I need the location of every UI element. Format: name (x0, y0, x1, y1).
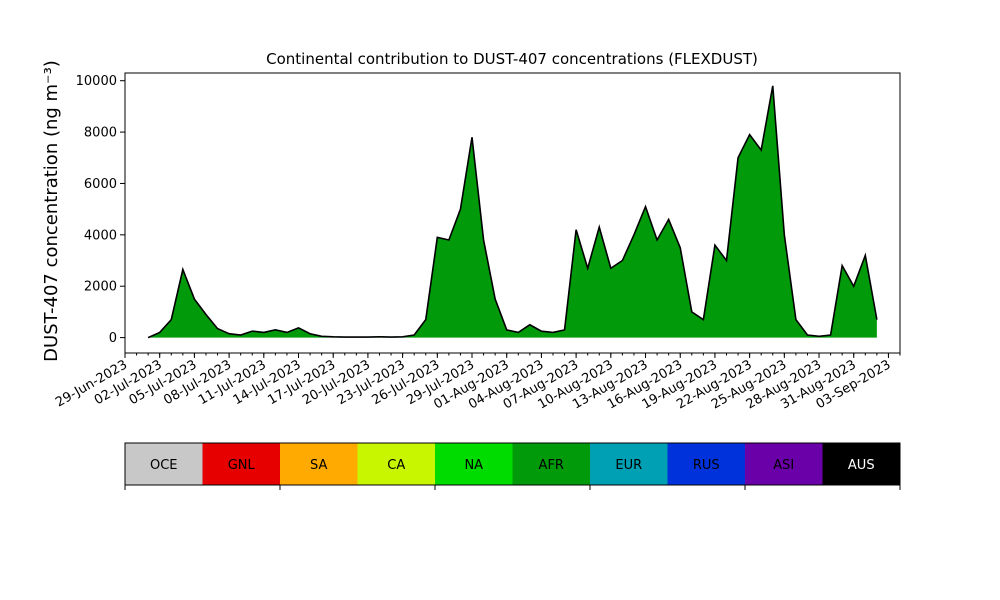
y-axis-label: DUST-407 concentration (ng m⁻³) (41, 60, 62, 362)
legend-label-ca: CA (387, 458, 405, 473)
y-tick-label: 2000 (84, 280, 117, 295)
legend-label-oce: OCE (150, 458, 178, 473)
legend-label-afr: AFR (539, 458, 564, 473)
plot-frame (124, 72, 901, 354)
legend-colorbar: OCE GNL SA CA NA AFR EUR RUS ASI AUS (124, 442, 901, 490)
y-tick-label: 4000 (84, 228, 117, 243)
legend-label-gnl: GNL (228, 458, 256, 473)
legend-swatch-oce (125, 443, 203, 485)
legend-label-aus: AUS (848, 458, 875, 473)
series-afr-area (148, 85, 877, 338)
legend-label-asi: ASI (773, 458, 794, 473)
legend-swatch-eur (590, 443, 668, 485)
y-tick-label: 6000 (84, 177, 117, 192)
legend-label-na: NA (464, 458, 483, 473)
plot-area (147, 85, 878, 339)
legend-swatch-ca (357, 443, 435, 485)
y-axis: 0 2000 4000 6000 8000 10000 (76, 74, 125, 346)
legend-label-sa: SA (310, 458, 327, 473)
legend-label-eur: EUR (615, 458, 642, 473)
legend-swatch-asi (745, 443, 823, 485)
legend-swatch-sa (280, 443, 358, 485)
y-tick-label: 8000 (84, 126, 117, 141)
legend-swatch-aus (822, 443, 900, 485)
x-axis: 29-Jun-202302-Jul-202305-Jul-202308-Jul-… (53, 353, 901, 413)
legend-swatch-na (435, 443, 513, 485)
legend-frame (124, 442, 901, 486)
chart-title: Continental contribution to DUST-407 con… (266, 50, 758, 68)
legend-label-rus: RUS (693, 458, 720, 473)
legend-swatch-rus (667, 443, 745, 485)
total-concentration-line (147, 85, 878, 339)
y-tick-label: 10000 (76, 74, 117, 89)
y-tick-label: 0 (109, 331, 117, 346)
legend-swatch-gnl (202, 443, 280, 485)
legend-swatch-afr (512, 443, 590, 485)
